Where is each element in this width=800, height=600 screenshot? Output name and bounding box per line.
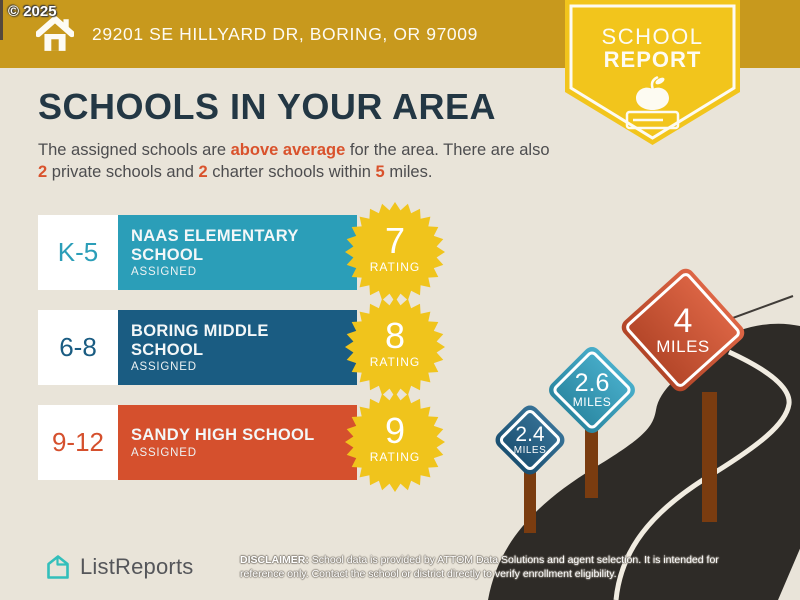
edge-artifact [0,0,3,40]
assigned-label: ASSIGNED [131,360,197,373]
rating-starburst: 7 RATING [345,202,445,302]
summary-highlight: 5 [375,162,385,181]
disclaimer-label: DISCLAIMER: [240,554,309,566]
rating-value: 8 [384,315,406,356]
copyright-text: © 2025 [8,3,57,20]
distance-unit: MILES [513,445,547,456]
rating-label: RATING [369,450,421,464]
summary-segment: charter schools within [207,162,376,181]
distance-value: 2.6 [574,368,610,397]
badge-line1: SCHOOL [601,24,704,49]
rating-value: 9 [384,410,406,451]
distance-unit: MILES [572,394,612,409]
brand-name: ListReports [80,554,194,579]
school-name: BORING MIDDLE SCHOOL [131,322,269,359]
disclaimer-text: DISCLAIMER: School data is provided by A… [240,553,720,581]
badge-line2: REPORT [603,47,702,72]
school-row-high: 9-12 SANDY HIGH SCHOOL ASSIGNED 9 RATING [38,392,458,492]
distance-sign-2-4-miles: 2.4 MILES [491,401,569,479]
school-bar: BORING MIDDLE SCHOOL ASSIGNED [118,310,357,385]
distance-value: 4 [673,301,693,340]
school-report-badge: SCHOOL REPORT [565,0,740,148]
disclaimer-body: School data is provided by ATTOM Data So… [240,554,719,581]
assigned-label: ASSIGNED [131,265,197,278]
school-row-middle: 6-8 BORING MIDDLE SCHOOL ASSIGNED 8 RATI… [38,297,458,397]
grade-range: K-5 [38,215,118,290]
distance-value: 2.4 [515,423,545,446]
home-icon [36,15,74,51]
school-bar: SANDY HIGH SCHOOL ASSIGNED [118,405,357,480]
distance-sign-2-6-miles: 2.6 MILES [545,343,639,437]
rating-starburst: 8 RATING [345,297,445,397]
property-address: 29201 SE HILLYARD DR, BORING, OR 97009 [92,23,478,44]
school-bar: NAAS ELEMENTARY SCHOOL ASSIGNED [118,215,357,290]
school-name: NAAS ELEMENTARY SCHOOL [131,227,299,264]
grade-range: 9-12 [38,405,118,480]
summary-highlight: 2 [38,162,48,181]
apple-on-book-icon [625,76,680,130]
rating-label: RATING [369,260,421,274]
listreports-house-icon [47,555,69,579]
assigned-label: ASSIGNED [131,446,197,459]
grade-range: 6-8 [38,310,118,385]
school-name: SANDY HIGH SCHOOL [131,426,315,445]
sign-post [524,472,536,533]
summary-segment: The assigned schools are [38,141,231,159]
summary-segment: private schools and [47,162,199,181]
summary-segment: miles. [384,162,433,181]
summary-segment: for the area. There are also [345,141,550,159]
sign-post [585,428,598,498]
rating-label: RATING [369,355,421,369]
distance-unit: MILES [656,336,710,356]
summary-text: The assigned schools are above average f… [38,140,558,184]
pennant-shape [565,0,740,145]
listreports-logo: ListReports [44,553,193,581]
school-row-elementary: K-5 NAAS ELEMENTARY SCHOOL ASSIGNED 7 RA… [38,202,458,302]
page-title: SCHOOLS IN YOUR AREA [38,86,497,127]
rating-starburst: 9 RATING [345,392,445,492]
distance-sign-4-miles: 4 MILES [618,265,748,395]
summary-highlight: above average [230,141,346,159]
summary-highlight: 2 [198,162,208,181]
sign-post [702,392,717,522]
rating-value: 7 [384,220,406,261]
